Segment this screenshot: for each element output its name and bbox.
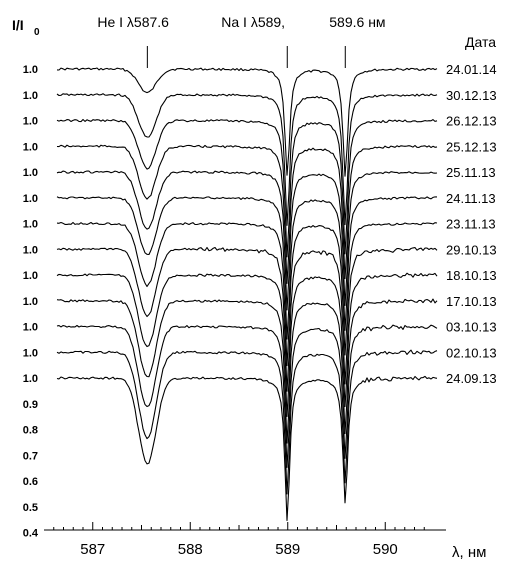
y-tick-label: 1.0 xyxy=(23,193,38,205)
y-tick-label: 0.8 xyxy=(23,425,38,437)
y-tick-label: 0.5 xyxy=(23,502,38,514)
line-label: Na I λ589, xyxy=(221,14,285,30)
x-tick-label: 588 xyxy=(178,541,203,558)
spectra-series xyxy=(56,67,438,522)
date-label: 23.11.13 xyxy=(446,217,496,232)
spectrum-26.12.13 xyxy=(56,118,438,258)
y-axis-title-sub: 0 xyxy=(34,27,40,38)
spectrum-02.10.13 xyxy=(56,349,438,495)
x-tick-label: 589 xyxy=(275,541,300,558)
y-tick-label: 1.0 xyxy=(23,244,38,256)
x-axis-label: λ, нм xyxy=(452,544,486,561)
y-tick-label: 1.0 xyxy=(23,90,38,102)
spectrum-25.11.13 xyxy=(56,170,438,311)
x-tick-label: 590 xyxy=(373,541,398,558)
y-tick-label: 1.0 xyxy=(23,167,38,179)
line-label: He I λ587.6 xyxy=(97,14,169,30)
spectrum-24.09.13 xyxy=(56,375,438,522)
y-axis-title-main: I/I xyxy=(12,17,24,33)
spectrum-24.11.13 xyxy=(56,196,437,340)
y-tick-label: 0.6 xyxy=(23,476,38,488)
y-tick-label: 1.0 xyxy=(23,322,38,334)
date-label: 24.01.14 xyxy=(446,62,497,77)
spectrum-03.10.13 xyxy=(56,324,438,468)
spectrum-24.01.14 xyxy=(56,67,438,177)
date-labels: 24.01.14 30.12.13 26.12.13 25.12.13 25.11.13… xyxy=(446,62,497,386)
y-tick-label: 1.0 xyxy=(23,141,38,153)
date-label: 24.09.13 xyxy=(446,371,497,386)
date-label: 30.12.13 xyxy=(446,88,497,103)
spectrum-17.10.13 xyxy=(56,298,438,444)
y-tick-label: 1.0 xyxy=(23,270,38,282)
y-tick-label: 1.0 xyxy=(23,64,38,76)
y-tick-label: 0.9 xyxy=(23,399,38,411)
y-tick-labels: 1.0 1.0 1.0 1.0 1.0 1.0 1.0 1.0 1.0 1.0 1.0 1.0 1.0 0… xyxy=(23,64,39,540)
y-tick-label: 1.0 xyxy=(23,296,38,308)
date-label: 29.10.13 xyxy=(446,242,497,257)
x-tick-label: 587 xyxy=(80,541,105,558)
date-label: 02.10.13 xyxy=(446,345,497,360)
spectrum-30.12.13 xyxy=(56,93,438,226)
date-label: 24.11.13 xyxy=(446,191,496,206)
date-label: 25.12.13 xyxy=(446,139,497,154)
y-tick-label: 1.0 xyxy=(23,219,38,231)
line-annotations: He I λ587.6 Na I λ589, 589.6 нм xyxy=(97,14,386,68)
date-label: 18.10.13 xyxy=(446,268,497,283)
spectrum-23.11.13 xyxy=(56,221,438,367)
date-label: 25.11.13 xyxy=(446,165,496,180)
spectrum-25.12.13 xyxy=(56,144,438,284)
y-tick-label: 1.0 xyxy=(23,116,38,128)
legend-title: Дата xyxy=(465,34,496,50)
date-label: 03.10.13 xyxy=(446,320,497,335)
y-axis-title: I/I 0 xyxy=(12,17,40,38)
spectrum-29.10.13 xyxy=(56,246,438,392)
spectrum-18.10.13 xyxy=(56,272,438,418)
date-label: 26.12.13 xyxy=(446,114,497,129)
line-label: 589.6 нм xyxy=(329,14,385,30)
y-tick-label: 0.7 xyxy=(23,450,38,462)
x-axis: 587 588 589 590 xyxy=(44,522,446,558)
y-tick-label: 1.0 xyxy=(23,373,38,385)
y-tick-label: 1.0 xyxy=(23,347,38,359)
date-label: 17.10.13 xyxy=(446,294,497,309)
y-tick-label: 0.4 xyxy=(23,528,39,540)
